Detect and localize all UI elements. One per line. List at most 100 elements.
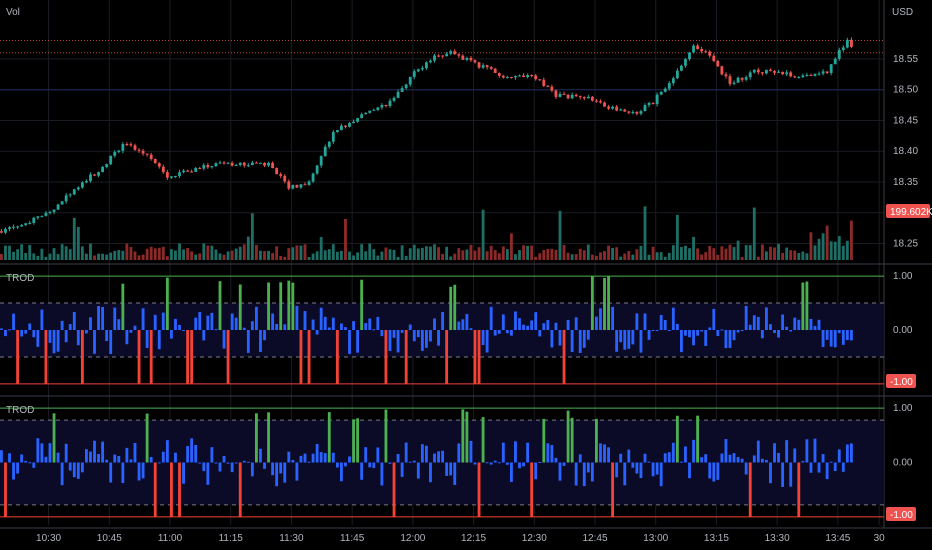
trod-bar [198,312,202,330]
trod-bar [833,330,837,348]
candle-body [121,144,125,151]
volume-bar [0,254,3,260]
volume-bar [275,246,279,260]
candle-body [505,76,509,78]
trod-bar [720,329,724,331]
volume-bar [801,251,805,260]
volume-bar [615,247,619,260]
trod-bar [493,460,497,463]
trod-bar [445,462,449,476]
candle-body [311,173,315,182]
volume-bar [449,256,453,260]
volume-bar [68,249,72,260]
volume-bar [558,210,562,260]
trod-bar [210,447,214,463]
trod-bar [396,330,400,353]
candle-body [501,75,505,78]
candle-body [558,93,562,97]
volume-bar [206,245,210,260]
trod-bar [744,305,748,330]
trod-bar [619,330,623,343]
volume-bar [720,246,724,260]
trod-bar [327,412,331,463]
trod-bar [667,330,671,331]
candle-body [340,125,343,131]
trod-bar [364,447,368,463]
trod-bar [400,462,404,477]
trod-bar [206,315,210,330]
volume-bar [376,255,380,260]
volume-bar [469,244,473,260]
volume-bar [141,254,145,260]
trod-bar [550,330,554,348]
volume-bar [522,245,525,260]
volume-bar [352,255,355,260]
trod-panel-1-title[interactable]: TROD [6,273,34,284]
trod-bar [542,323,546,330]
trod-bar [663,320,667,330]
volume-bar [40,248,44,260]
price-candles[interactable] [0,37,853,235]
candle-body [259,162,262,164]
trod-bar [453,462,457,485]
trod-bar [24,330,28,334]
trod-bar [60,320,64,330]
candle-body [319,156,323,166]
volume-bar [441,253,445,260]
trod-bar [781,462,785,487]
trod-bar [501,442,505,463]
volume-bar [113,250,117,260]
trod-bar [319,307,323,330]
volume-bar [388,249,392,260]
trod-panel-2-title[interactable]: TROD [6,405,34,416]
trod-bar [700,330,704,332]
volume-bar [210,245,214,260]
main-series-label[interactable]: Vol [6,7,20,18]
trod-bar [752,315,756,330]
trod-bar [360,279,364,330]
candle-body [380,104,384,108]
volume-bar [279,255,283,260]
volume-bar [165,256,169,260]
volume-bar [526,245,530,260]
volume-bar [153,248,157,260]
candle-body [186,170,190,172]
trod-bar [416,330,420,338]
candle-body [331,132,335,142]
trod-bar [388,462,392,464]
trod-bar [570,417,574,463]
trod-bar [380,330,384,337]
trod-bar [785,326,789,330]
candle-body [461,55,465,60]
volume-bar [748,245,752,260]
candle-body [0,231,3,233]
volume-bar [356,252,360,260]
volume-bar [72,217,76,260]
candle-body [744,77,748,80]
trod-bar [420,330,424,351]
trod-bar [554,457,558,463]
trod-bar [97,454,100,463]
currency-label[interactable]: USD [892,7,913,18]
candle-body [20,225,24,227]
candle-body [777,71,780,73]
trod-bar [64,330,68,343]
trod-bar [352,419,355,463]
trod-bar [538,461,542,463]
trod-bar [809,318,813,330]
volume-bar [688,248,691,260]
trod-bar [198,462,202,464]
candle-body [263,162,266,166]
candle-body [595,100,598,102]
candle-body [518,75,521,77]
candle-body [793,76,797,78]
trod-bar [295,305,299,330]
trod-bar [267,412,270,463]
volume-bar [611,247,615,260]
trod-bar [481,330,485,346]
candle-body [562,93,566,95]
trod-bar [165,440,169,463]
candle-body [376,107,380,110]
trod-bar [696,330,700,336]
trod-bar [744,462,748,475]
